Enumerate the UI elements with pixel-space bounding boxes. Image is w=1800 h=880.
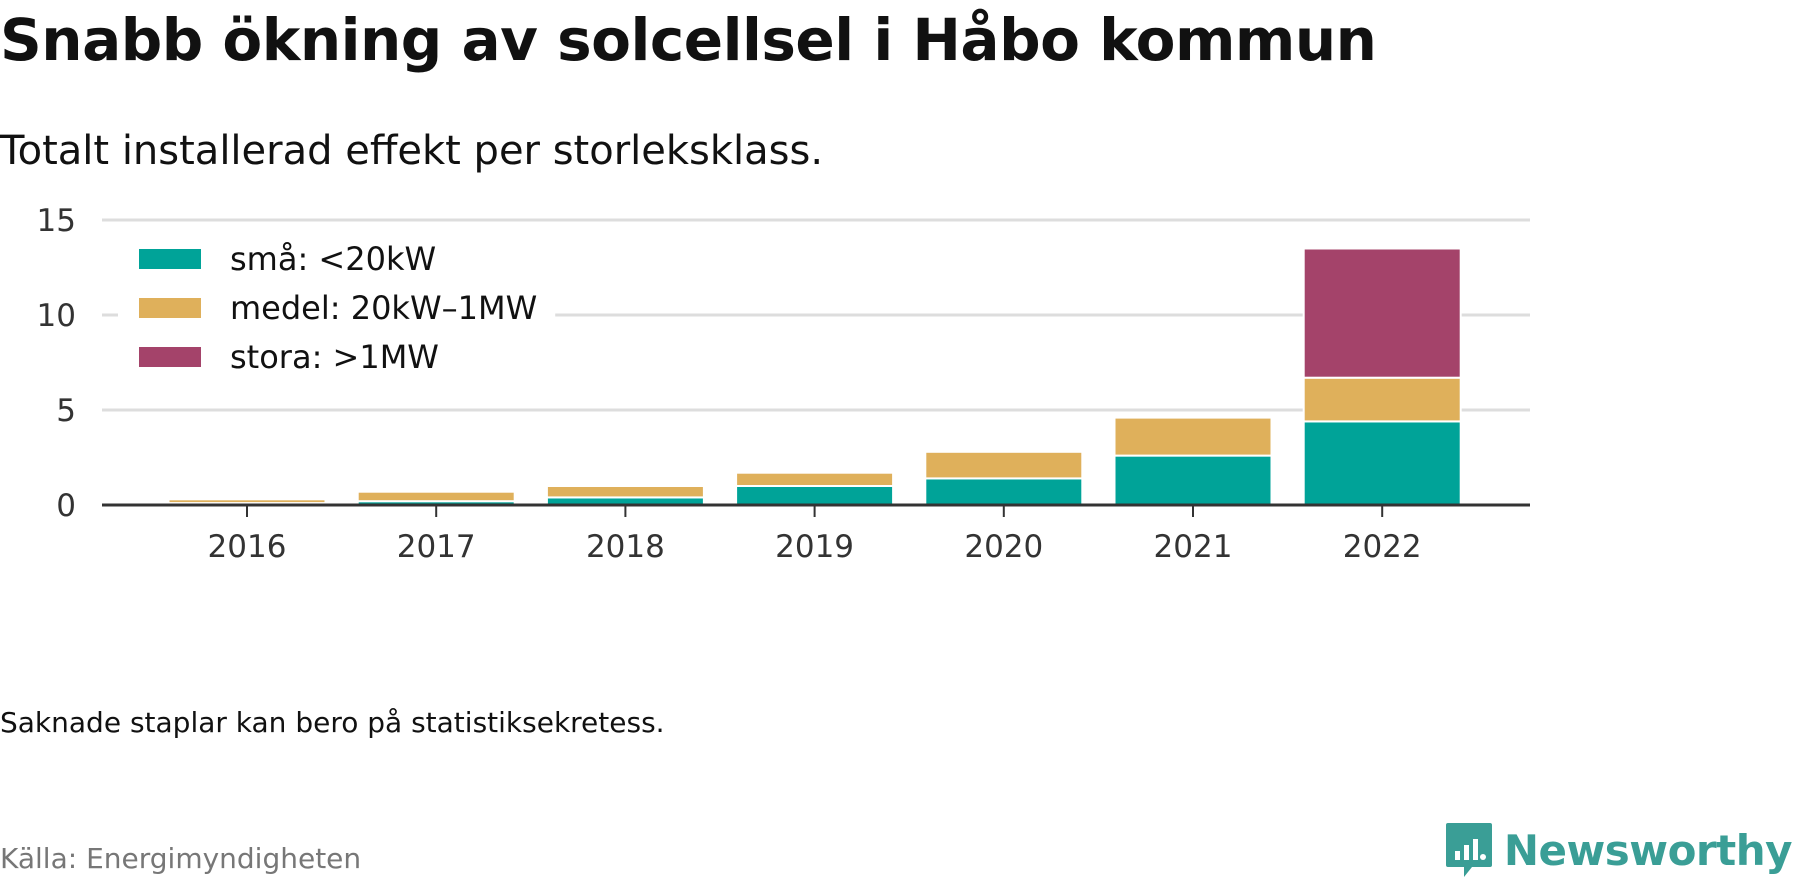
legend-label: små: <20kW [230, 240, 436, 278]
bar-segment [1302, 420, 1462, 506]
legend-swatch [139, 347, 201, 367]
source-label: Källa: Energimyndigheten [0, 842, 362, 875]
y-tick-label: 10 [37, 298, 76, 334]
y-tick-label: 5 [56, 393, 76, 429]
x-tick-label: 2016 [208, 529, 287, 565]
x-axis: 2016 2017 2018 2019 2020 2021 2022 [102, 503, 1530, 565]
bar-segment [1113, 416, 1273, 457]
legend-label: stora: >1MW [230, 338, 439, 376]
x-tick-label: 2019 [775, 529, 854, 565]
bar-segment [924, 477, 1084, 506]
bar-segment [356, 490, 516, 503]
bar-segment [735, 471, 895, 488]
bar-segment [167, 498, 327, 505]
x-tick-label: 2022 [1343, 529, 1422, 565]
newsworthy-logo-icon [1445, 823, 1492, 877]
y-tick-label: 0 [56, 488, 76, 524]
stacked-bar-chart: 0 5 10 15 2016 2017 2018 2019 2020 2021 2022 små:… [37, 203, 1530, 565]
y-tick-label: 15 [37, 203, 76, 239]
brand-logo: Newsworthy [1444, 820, 1793, 880]
bar-segment [924, 450, 1084, 480]
chart-subtitle: Totalt installerad effekt per storlekskl… [0, 128, 824, 174]
x-tick-label: 2021 [1154, 529, 1233, 565]
bar-segment [1302, 376, 1462, 423]
bar-segment [735, 485, 895, 506]
legend-label: medel: 20kW–1MW [230, 289, 537, 327]
x-tick-label: 2020 [964, 529, 1043, 565]
brand-name: Newsworthy [1503, 825, 1793, 875]
chart-title: Snabb ökning av solcellsel i Håbo kommun [0, 6, 1377, 74]
legend-swatch [139, 298, 201, 318]
bar-segment [545, 485, 705, 499]
legend: små: <20kW medel: 20kW–1MW stora: >1MW [118, 230, 556, 390]
y-axis-ticks: 0 5 10 15 [37, 203, 76, 524]
bar-segment [1302, 247, 1462, 379]
bar-segment [1113, 454, 1273, 507]
footnote: Saknade staplar kan bero på statistiksek… [0, 706, 665, 739]
x-tick-label: 2018 [586, 529, 665, 565]
bars [167, 247, 1462, 507]
x-tick-label: 2017 [397, 529, 476, 565]
legend-swatch [139, 249, 201, 269]
